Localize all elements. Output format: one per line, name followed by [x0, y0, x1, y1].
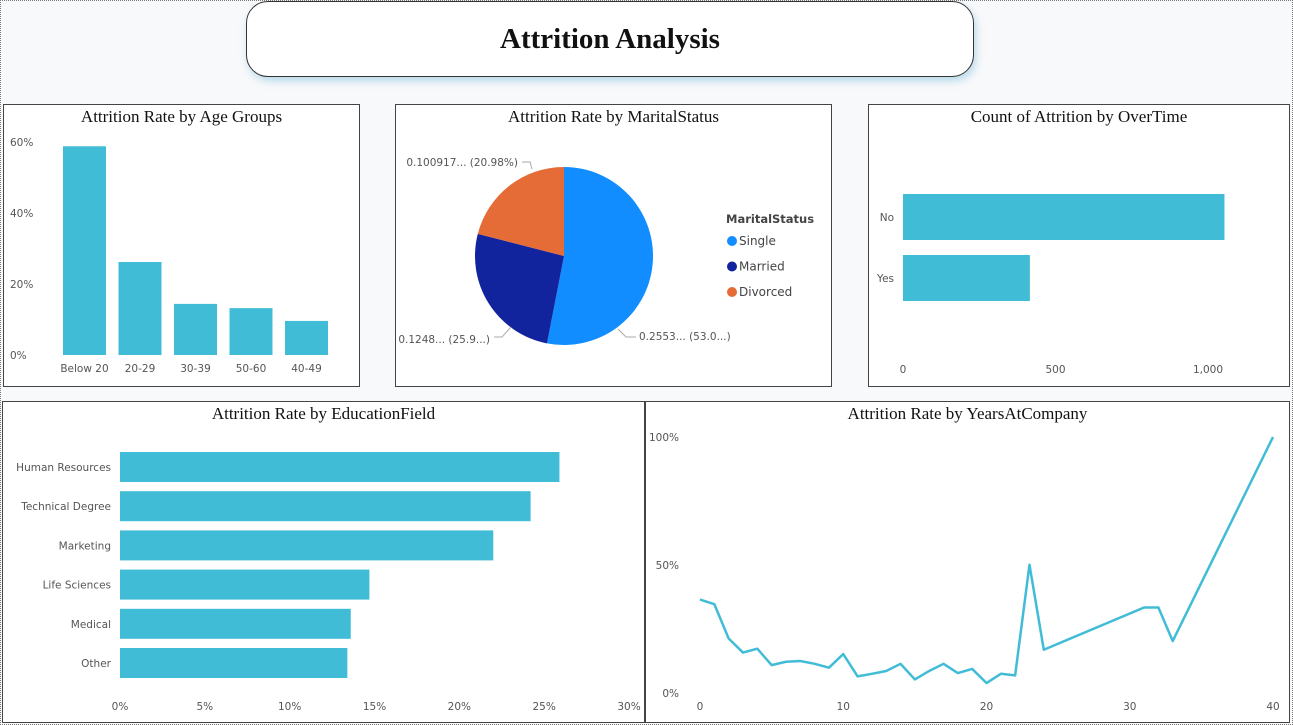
- y-tick-label: 50%: [656, 560, 679, 572]
- pie-slice-single: [546, 167, 653, 345]
- leader-line: [522, 161, 533, 170]
- chart-title: Attrition Rate by EducationField: [211, 404, 436, 423]
- x-tick-label: 0%: [112, 701, 129, 713]
- y-tick-label: No: [880, 212, 894, 224]
- legend-item: Single: [739, 234, 776, 248]
- leader-line: [617, 328, 636, 338]
- bar: [229, 308, 273, 355]
- x-tick-label: 10%: [278, 701, 301, 713]
- x-tick-label: 20-29: [125, 363, 156, 375]
- x-tick-label: Below 20: [60, 363, 108, 375]
- bar: [120, 648, 348, 678]
- y-tick-label: 100%: [649, 432, 679, 444]
- data-label: 0.1248... (25.9...): [398, 334, 490, 346]
- y-tick-label: Marketing: [59, 540, 111, 552]
- x-tick-label: 500: [1045, 364, 1065, 376]
- y-tick-label: 0%: [662, 688, 679, 700]
- legend-item: Divorced: [739, 285, 792, 299]
- bar: [174, 303, 217, 355]
- bar: [63, 146, 106, 355]
- marital-status-chart: Attrition Rate by MaritalStatus 0.2553..…: [395, 104, 832, 387]
- chart-title: Attrition Rate by Age Groups: [80, 107, 283, 126]
- years-at-company-chart: Attrition Rate by YearsAtCompany 0% 50% 10…: [645, 401, 1290, 723]
- y-tick-label: Human Resources: [16, 462, 111, 474]
- chart-title: Attrition Rate by MaritalStatus: [507, 107, 720, 126]
- x-tick-label: 15%: [363, 701, 386, 713]
- data-label: 0.2553... (53.0...): [639, 331, 731, 343]
- x-tick-label: 25%: [532, 701, 555, 713]
- x-tick-label: 1,000: [1193, 364, 1223, 376]
- y-tick-label: Technical Degree: [20, 501, 111, 513]
- x-tick-label: 30%: [617, 701, 640, 713]
- x-tick-label: 30-39: [180, 363, 211, 375]
- bar: [903, 255, 1030, 301]
- y-tick-label: 0%: [10, 350, 27, 362]
- y-tick-label: Yes: [876, 273, 894, 285]
- x-tick-label: 0: [697, 701, 704, 713]
- legend-marker: [727, 287, 737, 297]
- legend-marker: [727, 261, 737, 272]
- x-tick-label: 5%: [196, 701, 213, 713]
- x-tick-label: 10: [837, 701, 850, 713]
- bar: [120, 608, 351, 639]
- bar: [120, 452, 560, 482]
- pie-slice-married: [475, 233, 564, 344]
- series-line: [699, 436, 1275, 685]
- x-tick-label: 0: [900, 364, 907, 376]
- y-tick-label: Other: [81, 658, 111, 670]
- chart-title: Attrition Rate by YearsAtCompany: [847, 404, 1088, 423]
- chart-title: Count of Attrition by OverTime: [970, 107, 1188, 126]
- pie-slice-divorced: [477, 167, 564, 256]
- y-tick-label: Medical: [71, 619, 111, 631]
- legend-title: MaritalStatus: [726, 212, 814, 226]
- leader-line: [494, 326, 512, 338]
- x-tick-label: 20: [980, 701, 993, 713]
- legend-item: Married: [739, 260, 785, 274]
- bar: [120, 569, 370, 600]
- age-groups-chart: Attrition Rate by Age Groups 0% 20% 40% 60%…: [3, 104, 360, 387]
- bar: [118, 261, 162, 355]
- education-field-chart: Attrition Rate by EducationField 0% 5% 10%…: [2, 401, 645, 723]
- x-tick-label: 40: [1266, 701, 1279, 713]
- y-tick-label: Life Sciences: [43, 580, 111, 592]
- bar: [903, 194, 1225, 240]
- x-tick-label: 20%: [448, 701, 471, 713]
- bar: [120, 530, 494, 561]
- y-tick-label: 20%: [10, 279, 33, 291]
- y-tick-label: 60%: [10, 137, 33, 149]
- data-label: 0.100917... (20.98%): [406, 157, 518, 169]
- x-tick-label: 40-49: [291, 363, 322, 375]
- x-tick-label: 30: [1123, 701, 1136, 713]
- x-tick-label: 50-60: [236, 363, 267, 375]
- bar: [120, 491, 531, 522]
- y-tick-label: 40%: [10, 208, 33, 220]
- legend-marker: [727, 236, 737, 246]
- overtime-chart: Count of Attrition by OverTime 0 500 1,000…: [868, 104, 1290, 387]
- page-title: Attrition Analysis: [246, 1, 974, 77]
- bar: [285, 320, 328, 355]
